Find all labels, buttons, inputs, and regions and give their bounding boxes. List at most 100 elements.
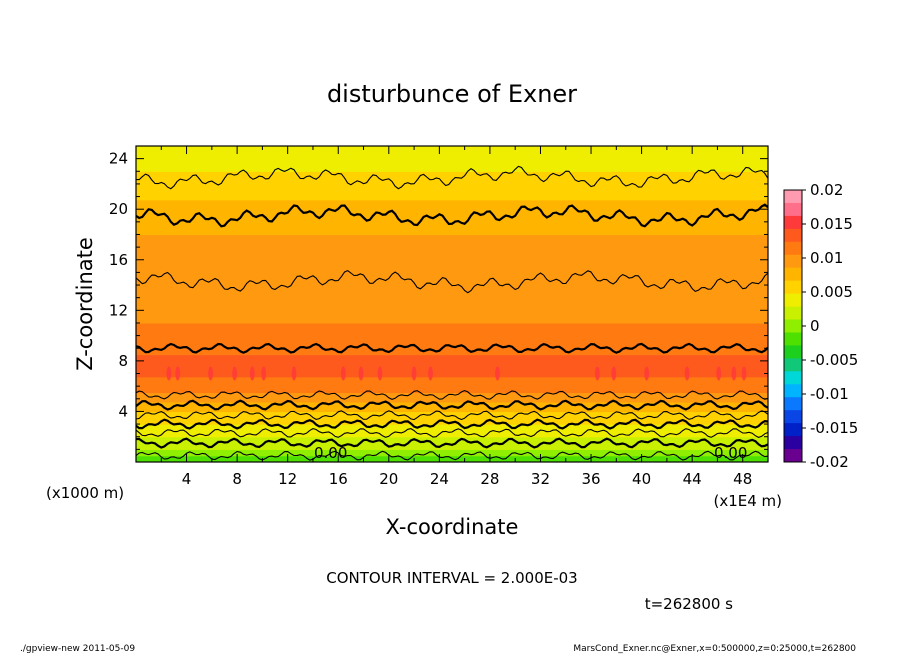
colorbar-tick-label: -0.02: [810, 453, 849, 471]
footer-left-note: ./gpview-new 2011-05-09: [20, 644, 135, 654]
contour-band: [136, 395, 768, 400]
contour-band: [136, 278, 768, 283]
contour-band: [136, 146, 768, 150]
colorbar-cell: [784, 410, 802, 424]
contour-band: [136, 266, 768, 270]
contour-band: [136, 433, 768, 438]
contour-band: [136, 297, 768, 302]
contour-band: [136, 231, 768, 236]
y-tick-label: 12: [109, 301, 128, 319]
max-patch: [716, 366, 722, 381]
y-tick-label: 16: [109, 251, 128, 269]
y-axis: 4 8 12 16 20 24: [109, 150, 768, 450]
contour-band: [136, 310, 768, 315]
contour-band: [136, 262, 768, 267]
contour-band: [136, 202, 768, 207]
contour-band: [136, 196, 768, 201]
contour-band: [136, 304, 768, 308]
contour-band: [136, 171, 768, 176]
contour-band: [136, 174, 768, 179]
y-axis-unit: (x1000 m): [46, 484, 124, 502]
max-patch: [644, 366, 650, 381]
contour-band: [136, 234, 768, 239]
max-patch: [377, 366, 383, 381]
contour-band: [136, 168, 768, 172]
contour-band: [136, 316, 768, 321]
contour-band: [136, 455, 768, 460]
max-patch: [611, 366, 617, 381]
contour-band: [136, 458, 768, 462]
contour-line: [136, 203, 768, 228]
contour-band: [136, 243, 768, 248]
contour-line: [136, 410, 768, 421]
contour-band: [136, 149, 768, 153]
contour-band: [136, 446, 768, 450]
contour-band: [136, 253, 768, 258]
contour-band: [136, 193, 768, 198]
contour-band: [136, 300, 768, 305]
contour-line: [136, 342, 768, 354]
contour-band: [136, 294, 768, 299]
colorbar-tick-label: 0.02: [810, 181, 843, 199]
max-patch: [249, 366, 255, 381]
colorbar-tick-label: -0.005: [810, 351, 858, 369]
contour-band: [136, 348, 768, 352]
contour-band: [136, 414, 768, 419]
contour-band: [136, 411, 768, 416]
max-value-patches: [166, 366, 747, 381]
contour-band: [136, 351, 768, 356]
contour-band: [136, 158, 768, 163]
colorbar-cell: [784, 397, 802, 411]
colorbar-cell: [784, 306, 802, 321]
contour-band: [136, 436, 768, 441]
max-patch: [175, 366, 181, 381]
x-tick-label: 16: [329, 470, 348, 488]
colorbar-cell: [784, 384, 802, 398]
contour-band: [136, 424, 768, 428]
contour-band: [136, 319, 768, 324]
contour-band: [136, 256, 768, 261]
contour-band: [136, 272, 768, 277]
contour-band: [136, 341, 768, 346]
contour-band: [136, 357, 768, 362]
contour-band: [136, 383, 768, 387]
y-tick-label: 8: [118, 352, 128, 370]
colorbar-cell: [784, 228, 802, 243]
contour-band: [136, 398, 768, 403]
colorbar-tick-label: 0: [810, 317, 820, 335]
contour-band: [136, 291, 768, 296]
contour-band: [136, 215, 768, 220]
contour-band: [136, 177, 768, 182]
contour-label-left: 0.00: [314, 444, 347, 462]
y-tick-label: 4: [118, 402, 128, 420]
colorbar-cell: [784, 436, 802, 450]
colorbar-frame: [783, 189, 803, 463]
max-patch: [495, 366, 500, 381]
contour-band: [136, 180, 768, 185]
colorbar-cell: [784, 215, 802, 230]
contour-line: [136, 399, 768, 411]
contour-band: [136, 247, 768, 251]
x-tick-label: 20: [379, 470, 398, 488]
contour-label-right: 0.00: [714, 444, 747, 462]
y-axis-label: Z-coordinate: [73, 237, 97, 371]
x-axis-unit: (x1E4 m): [713, 492, 782, 510]
colorbar-cell: [784, 254, 802, 269]
contour-band: [136, 288, 768, 292]
contour-band: [136, 360, 768, 365]
contour-band: [136, 322, 768, 327]
contour-band: [136, 408, 768, 413]
contour-band: [136, 187, 768, 191]
max-patch: [594, 366, 600, 381]
contour-band: [136, 164, 768, 169]
contour-line: [136, 450, 768, 461]
contour-band: [136, 449, 768, 454]
max-patch: [411, 366, 417, 381]
contour-band: [136, 152, 768, 157]
colorbar-tick-label: 0.005: [810, 283, 853, 301]
x-axis-label: X-coordinate: [386, 515, 519, 539]
colorbar-cell: [784, 319, 802, 333]
contour-band: [136, 329, 768, 334]
contour-band: [136, 183, 768, 188]
x-tick-label: 48: [733, 470, 752, 488]
